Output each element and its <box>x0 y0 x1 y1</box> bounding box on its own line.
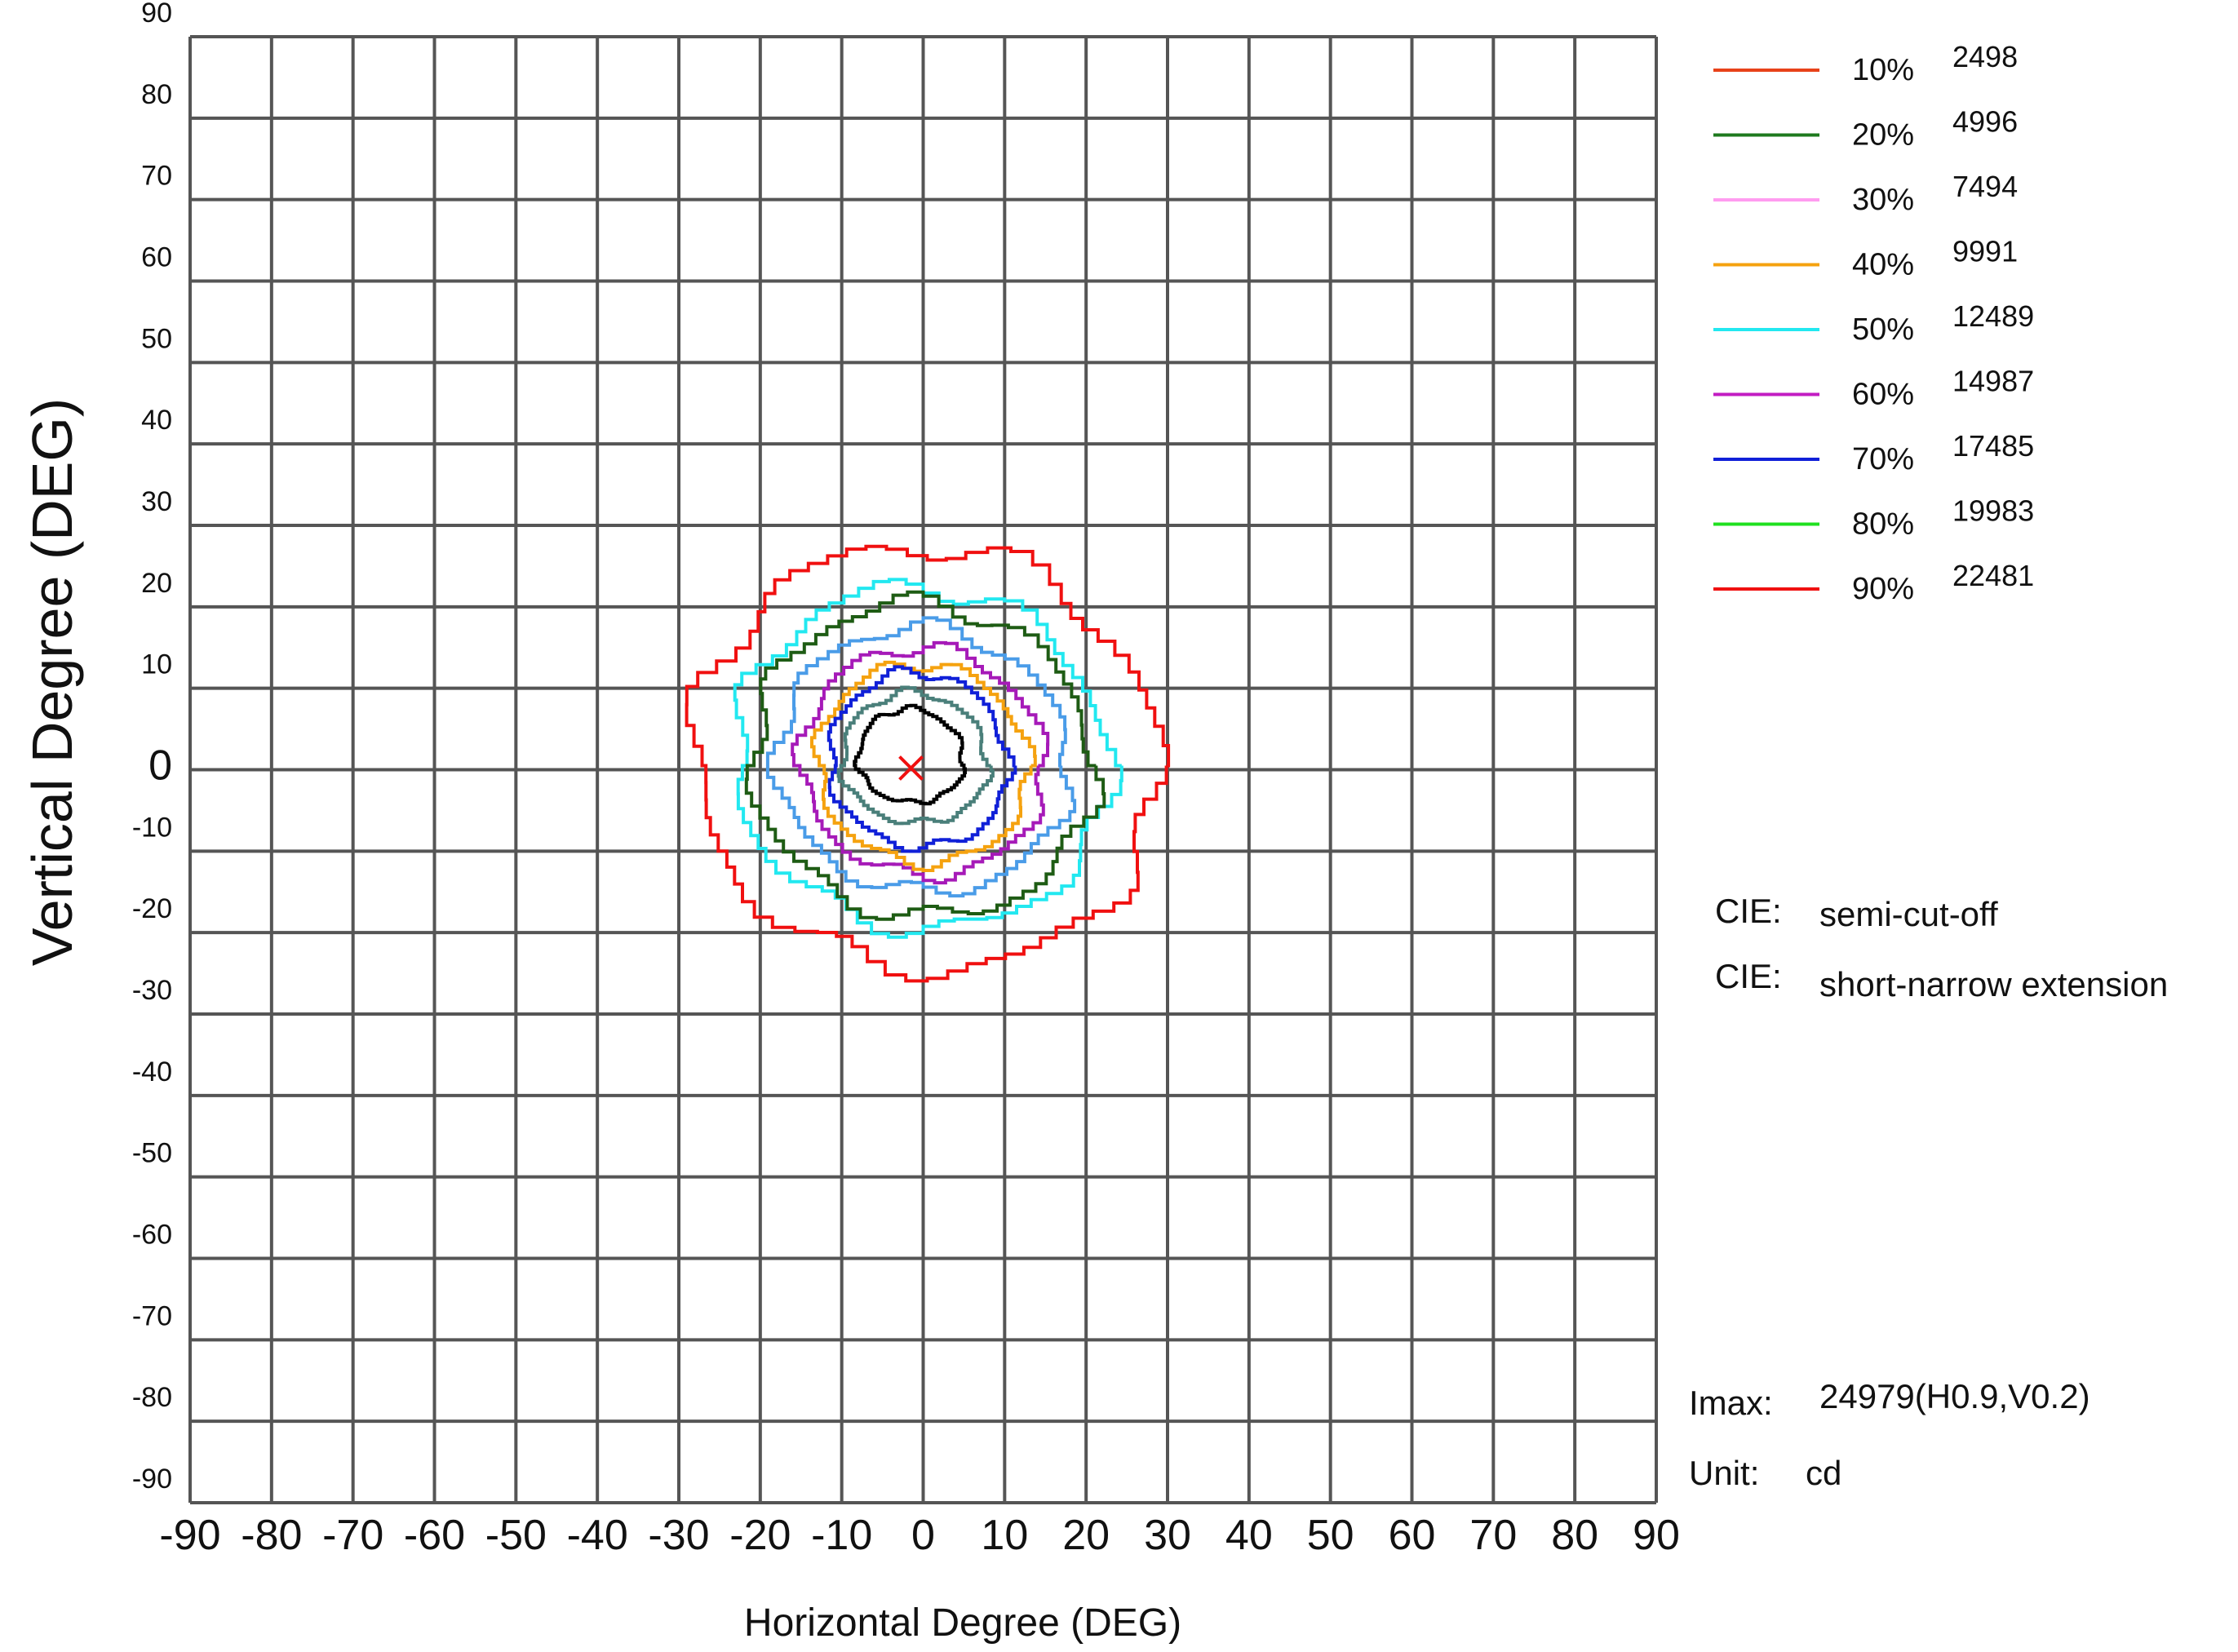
y-tick-label: -80 <box>132 1382 172 1413</box>
cie-label-2: CIE: <box>1715 957 1782 995</box>
legend-value: 12489 <box>1952 299 2034 333</box>
cie-value-1: semi-cut-off <box>1819 895 1998 933</box>
legend-value: 14987 <box>1952 365 2034 398</box>
y-tick-label: -60 <box>132 1220 172 1251</box>
x-tick-label: -20 <box>729 1512 791 1559</box>
imax-value: 24979(H0.9,V0.2) <box>1819 1377 2090 1415</box>
x-tick-label: -90 <box>159 1512 220 1559</box>
y-tick-label: -10 <box>132 812 172 843</box>
y-tick-label: -20 <box>132 893 172 924</box>
chart-grid <box>190 37 1656 1503</box>
x-tick-label: 10 <box>981 1512 1028 1559</box>
y-tick-label: 70 <box>141 161 172 192</box>
y-axis-ticks: 90 80 70 60 50 40 30 20 10 0 -10 -20 -30 -40 -50 -60 -70… <box>132 0 172 1495</box>
y-tick-label: 60 <box>141 242 172 273</box>
x-tick-label: -50 <box>485 1512 547 1559</box>
y-tick-label: -90 <box>132 1464 172 1495</box>
x-tick-label: -40 <box>567 1512 628 1559</box>
cie-label-1: CIE: <box>1715 892 1782 930</box>
y-tick-label: 10 <box>141 649 172 680</box>
y-tick-label: -30 <box>132 975 172 1006</box>
legend-value: 4996 <box>1952 105 2018 139</box>
legend-percent: 20% <box>1852 118 1914 153</box>
x-axis-title: Horizontal Degree (DEG) <box>744 1601 1181 1645</box>
y-tick-label: 20 <box>141 568 172 599</box>
legend-percent: 30% <box>1852 183 1914 217</box>
x-tick-label: 30 <box>1144 1512 1191 1559</box>
imax-label: Imax: <box>1689 1384 1773 1422</box>
info-panel: CIE: semi-cut-off CIE: short-narrow exte… <box>1689 892 2168 1492</box>
x-tick-label: 80 <box>1551 1512 1598 1559</box>
x-tick-label: -80 <box>241 1512 302 1559</box>
y-tick-label: 30 <box>141 486 172 517</box>
legend-percent: 50% <box>1852 312 1914 347</box>
x-tick-label: -60 <box>404 1512 465 1559</box>
legend-percent: 10% <box>1852 53 1914 87</box>
y-tick-label: 50 <box>141 323 172 354</box>
cie-value-2: short-narrow extension <box>1819 965 2168 1003</box>
legend-percent: 40% <box>1852 248 1914 282</box>
x-tick-label: -70 <box>322 1512 383 1559</box>
x-tick-label: 40 <box>1225 1512 1273 1559</box>
legend-value: 22481 <box>1952 559 2034 592</box>
x-tick-label: -30 <box>648 1512 709 1559</box>
legend: 10% 2498 20% 4996 30% 7494 40% 9991 50% 12489 60% 1… <box>1713 40 2034 606</box>
legend-percent: 70% <box>1852 442 1914 476</box>
y-axis-title: Vertical Degree (DEG) <box>20 398 84 966</box>
x-tick-label: -10 <box>811 1512 872 1559</box>
x-axis-ticks: -90 -80 -70 -60 -50 -40 -30 -20 -10 0 10 20 30 40 50 60… <box>159 1512 1680 1559</box>
contour-line <box>854 706 965 804</box>
y-tick-label: -40 <box>132 1056 172 1087</box>
legend-value: 7494 <box>1952 170 2018 203</box>
y-tick-label: -50 <box>132 1138 172 1169</box>
legend-value: 19983 <box>1952 494 2034 528</box>
y-tick-label: -70 <box>132 1300 172 1331</box>
legend-percent: 90% <box>1852 572 1914 606</box>
x-tick-label: 60 <box>1389 1512 1436 1559</box>
y-tick-label: 90 <box>141 0 172 29</box>
x-tick-label: 0 <box>911 1512 935 1559</box>
legend-value: 17485 <box>1952 429 2034 463</box>
legend-value: 9991 <box>1952 235 2018 268</box>
x-tick-label: 20 <box>1062 1512 1110 1559</box>
x-tick-label: 50 <box>1307 1512 1354 1559</box>
x-tick-label: 70 <box>1469 1512 1517 1559</box>
legend-percent: 80% <box>1852 507 1914 542</box>
unit-value: cd <box>1806 1454 1841 1492</box>
x-tick-label: 90 <box>1633 1512 1680 1559</box>
unit-label: Unit: <box>1689 1454 1759 1492</box>
legend-percent: 60% <box>1852 378 1914 412</box>
y-tick-label: 80 <box>141 79 172 110</box>
legend-value: 2498 <box>1952 40 2018 73</box>
y-tick-label: 0 <box>148 742 172 790</box>
y-tick-label: 40 <box>141 405 172 436</box>
